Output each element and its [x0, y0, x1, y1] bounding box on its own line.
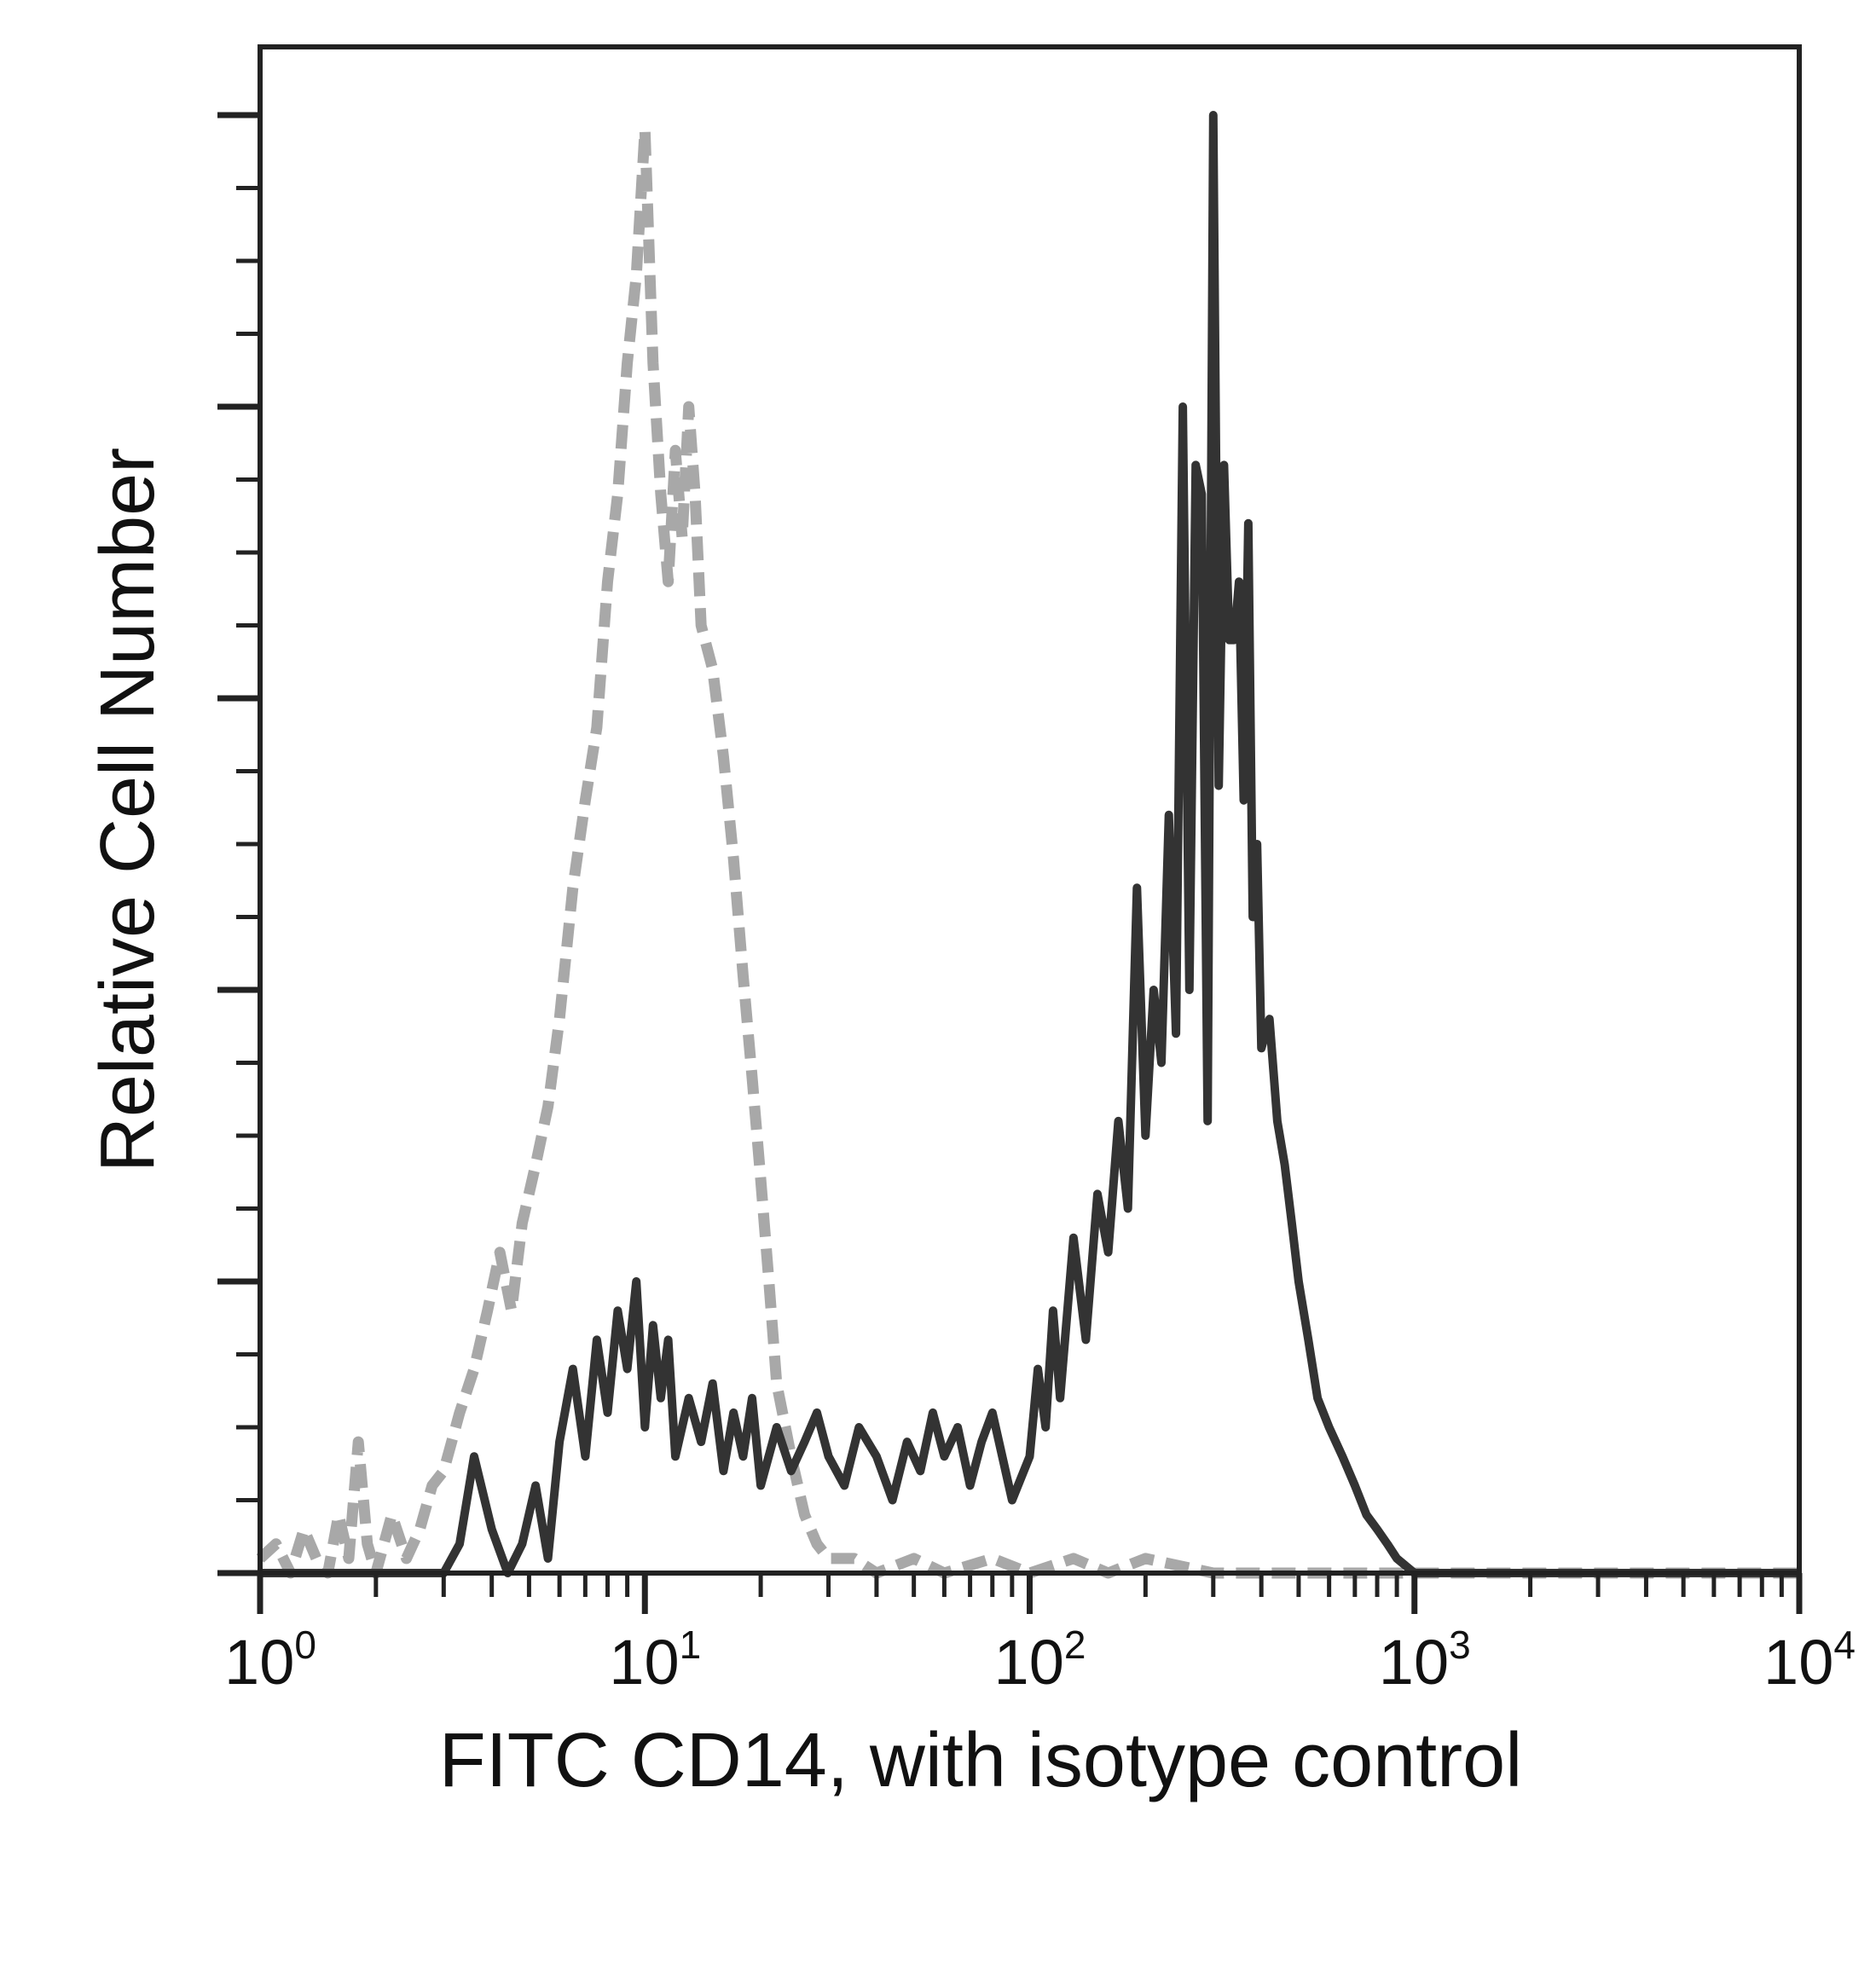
- series-line-2: [260, 111, 1799, 1577]
- x-tick-label: 103: [1379, 1623, 1471, 1698]
- y-axis-title: Relative Cell Number: [85, 448, 171, 1172]
- series-line-1: [256, 124, 1799, 1579]
- x-tick-label: 100: [224, 1623, 316, 1698]
- x-axis-tick-labels: 100 101 102 103 104: [224, 1623, 1856, 1698]
- x-tick-label: 101: [609, 1623, 701, 1698]
- x-tick-label: 104: [1763, 1623, 1856, 1698]
- x-axis-ticks: [257, 1573, 1803, 1614]
- x-axis-title: FITC CD14, with isotype control: [439, 1718, 1522, 1803]
- x-tick-label: 102: [994, 1623, 1086, 1698]
- plot-frame: [258, 44, 1802, 1576]
- series-layer: [256, 111, 1799, 1579]
- y-axis-ticks: [217, 112, 260, 1576]
